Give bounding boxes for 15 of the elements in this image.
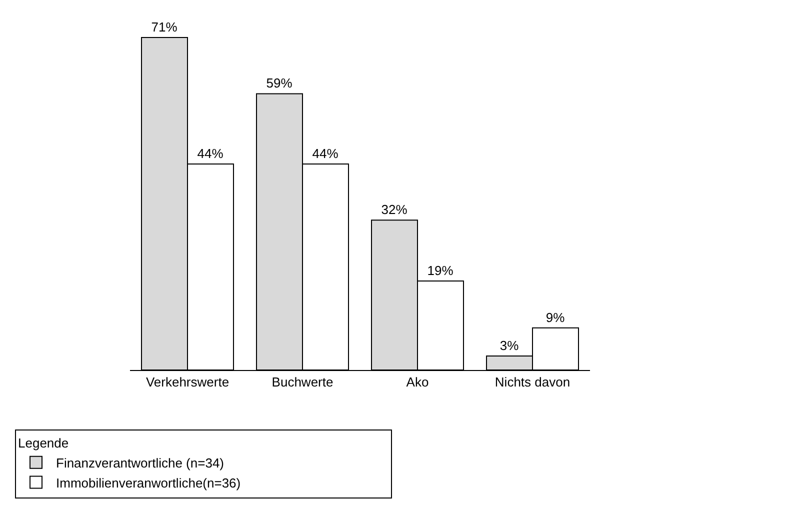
data-label: 71% <box>151 20 178 34</box>
data-label: 59% <box>266 76 293 91</box>
legend-label: Immobilienveranwortliche(n=36) <box>56 475 241 490</box>
x-tick-label: Verkehrswerte <box>146 374 230 390</box>
data-label: 32% <box>381 202 408 218</box>
data-label: 44% <box>312 146 339 161</box>
data-label: 9% <box>546 310 566 325</box>
x-tick-label: Ako <box>406 374 429 390</box>
data-label: 19% <box>427 263 454 278</box>
data-label: 44% <box>197 146 224 161</box>
x-tick-label: Nichts davon <box>494 374 570 390</box>
legend-title: Legende <box>18 435 69 450</box>
data-label: 3% <box>500 338 520 353</box>
legend-label: Finanzverantwortliche (n=34) <box>56 455 224 470</box>
x-tick-label: Buchwerte <box>272 374 334 390</box>
